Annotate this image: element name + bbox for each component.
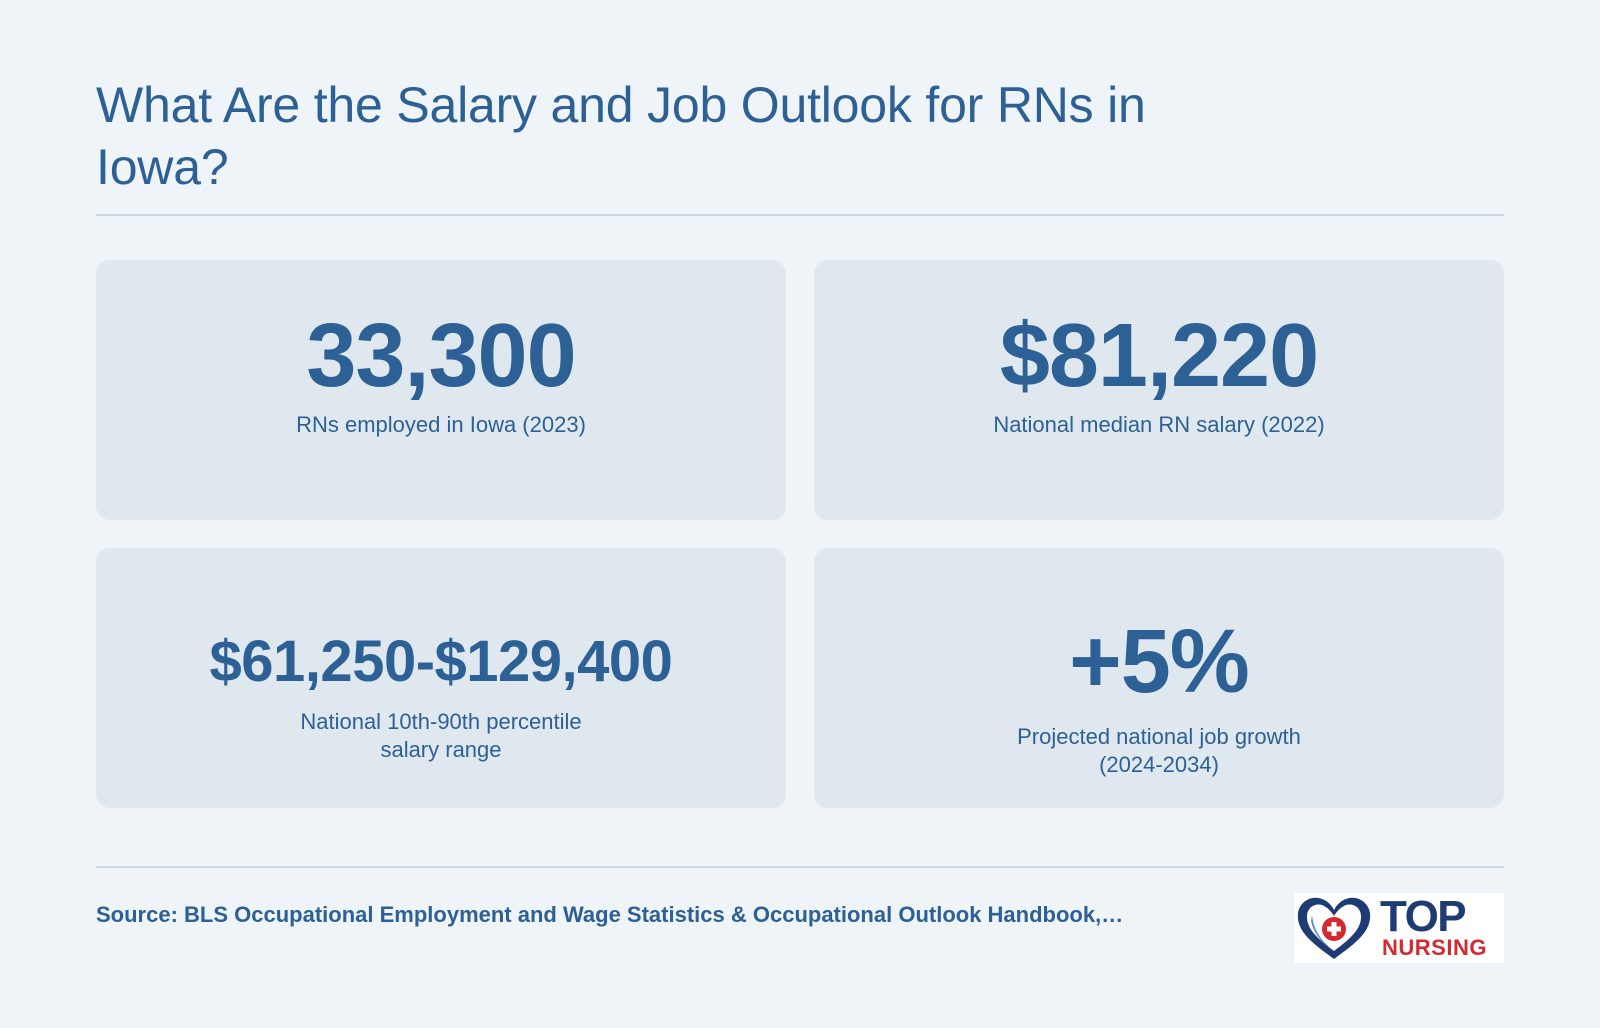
logo-wordmark: TOP NURSING	[1380, 893, 1504, 963]
logo-top-text: TOP	[1380, 892, 1467, 941]
footer-divider	[96, 866, 1504, 868]
stat-label: RNs employed in Iowa (2023)	[296, 412, 586, 437]
logo-nursing-text: NURSING	[1382, 935, 1487, 960]
stat-card-salary-range: $61,250-$129,400 National 10th-90th perc…	[96, 548, 786, 808]
page-title: What Are the Salary and Job Outlook for …	[96, 77, 1146, 195]
top-nursing-logo: TOP NURSING	[1294, 893, 1504, 963]
stat-label: National median RN salary (2022)	[993, 412, 1325, 437]
stat-label: National 10th-90th percentile salary ran…	[300, 709, 582, 762]
stat-card-rns-employed: 33,300 RNs employed in Iowa (2023)	[96, 260, 786, 520]
source-citation: Source: BLS Occupational Employment and …	[96, 902, 1124, 927]
stat-card-median-salary: $81,220 National median RN salary (2022)	[814, 260, 1504, 520]
stat-value: $81,220	[999, 306, 1319, 406]
stat-label: Projected national job growth (2024-2034…	[1017, 724, 1301, 777]
stat-value: 33,300	[306, 306, 576, 406]
stat-card-job-growth: +5% Projected national job growth (2024-…	[814, 548, 1504, 808]
stat-value: $61,250-$129,400	[209, 629, 673, 694]
infographic: What Are the Salary and Job Outlook for …	[96, 0, 1504, 1028]
heart-cross-icon	[1297, 897, 1371, 959]
stat-value: +5%	[1069, 612, 1250, 712]
header-divider	[96, 214, 1504, 216]
